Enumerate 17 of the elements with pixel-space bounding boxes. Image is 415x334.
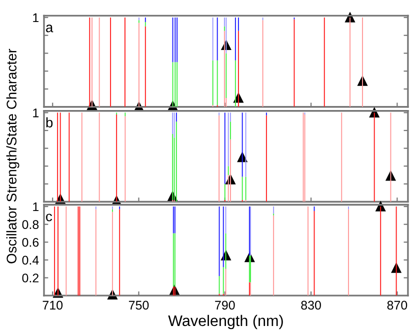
- y-tick-label: 0.2: [22, 274, 39, 282]
- x-tick-label: 790: [215, 300, 235, 310]
- y-tick-label: 0.8: [22, 220, 39, 229]
- annotation: a: [46, 24, 54, 32]
- x-tick-label: 870: [387, 300, 408, 310]
- y-tick-label: 1: [33, 13, 39, 22]
- x-tick-label: 750: [128, 300, 149, 310]
- x-tick-label: 710: [42, 300, 63, 310]
- x-axis-title: Wavelength (nm): [168, 314, 283, 330]
- annotation: c: [46, 214, 52, 222]
- annotation: b: [46, 117, 53, 128]
- y-tick-label: 1: [33, 108, 39, 118]
- y-tick-label: 0.6: [22, 238, 39, 247]
- x-tick-label: 830: [301, 300, 321, 310]
- y-tick-label: 1: [33, 202, 39, 212]
- y-axis-title: Oscillator Strength/State Character: [6, 48, 20, 264]
- y-tick-label: 0.4: [22, 256, 39, 265]
